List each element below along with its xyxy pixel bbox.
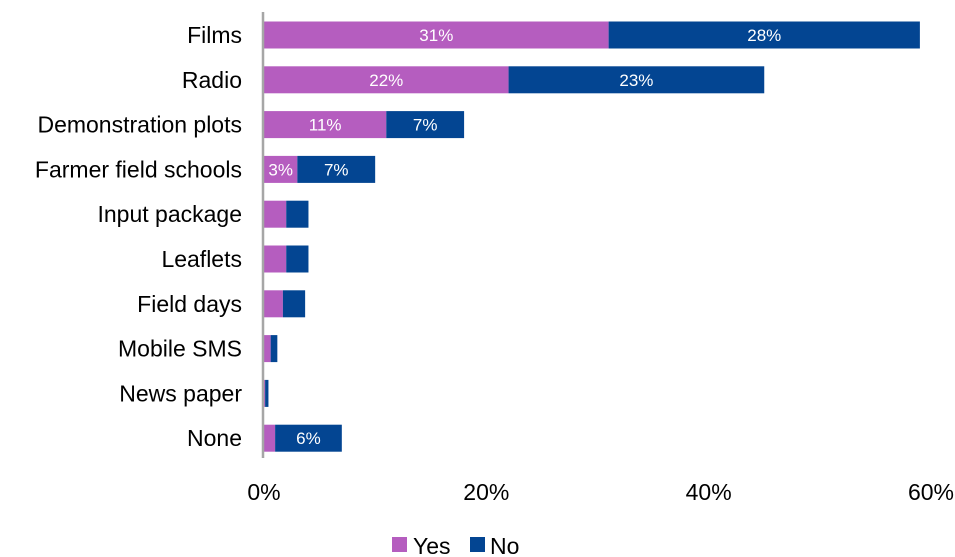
bars: 31% 28% 22% 23% 11% 7% 3% 7% 6% [264,21,920,452]
bar-segment-yes [264,424,276,452]
legend: Yes No [392,533,519,557]
category-label: Input package [97,201,242,227]
bar-segment-no [608,21,920,49]
data-label: 7% [324,160,349,179]
data-label: 31% [419,26,453,45]
bar-segment-no [297,155,376,183]
category-label: Films [187,22,242,48]
bar-segment-yes [264,66,509,94]
category-label: Radio [182,67,242,93]
category-label: Farmer field schools [35,156,242,182]
bar-segment-no [386,111,465,139]
category-label: Demonstration plots [37,112,242,138]
data-label: 22% [369,71,403,90]
bar-segment-yes [264,21,609,49]
legend-label-yes: Yes [413,533,451,557]
data-label: 3% [268,160,293,179]
bar-segment-no [286,245,309,273]
category-label: News paper [119,380,242,406]
data-label: 23% [619,71,653,90]
category-label: None [187,425,242,451]
bar-segment-yes [264,335,271,363]
data-label: 11% [309,116,342,135]
category-label: Mobile SMS [118,336,242,362]
bar-segment-yes [264,200,287,228]
category-labels: Films Radio Demonstration plots Farmer fiel… [35,22,242,451]
bar-segment-no [282,290,306,318]
bar-segment-yes [264,111,387,139]
category-label: Leaflets [161,246,242,272]
bar-segment-yes [264,245,287,273]
bar-segment-yes [264,290,283,318]
bar-segment-no [508,66,765,94]
data-label: 6% [296,429,321,448]
legend-swatch-no [470,537,485,552]
data-label: 7% [413,116,438,135]
category-label: Field days [137,291,242,317]
x-axis-tick-labels: 0% 20% 40% 60% [247,479,954,505]
bar-segment-no [270,335,278,363]
legend-label-no: No [490,533,519,557]
bar-segment-no [286,200,309,228]
legend-swatch-yes [392,537,407,552]
bar-segment-yes [264,155,298,183]
x-tick-label: 0% [247,479,280,505]
bar-segment-yes [264,379,266,407]
x-tick-label: 40% [686,479,732,505]
data-label: 28% [747,26,781,45]
bar-segment-no [265,379,269,407]
bar-segment-no [275,424,342,452]
x-tick-label: 20% [463,479,509,505]
x-tick-label: 60% [908,479,954,505]
